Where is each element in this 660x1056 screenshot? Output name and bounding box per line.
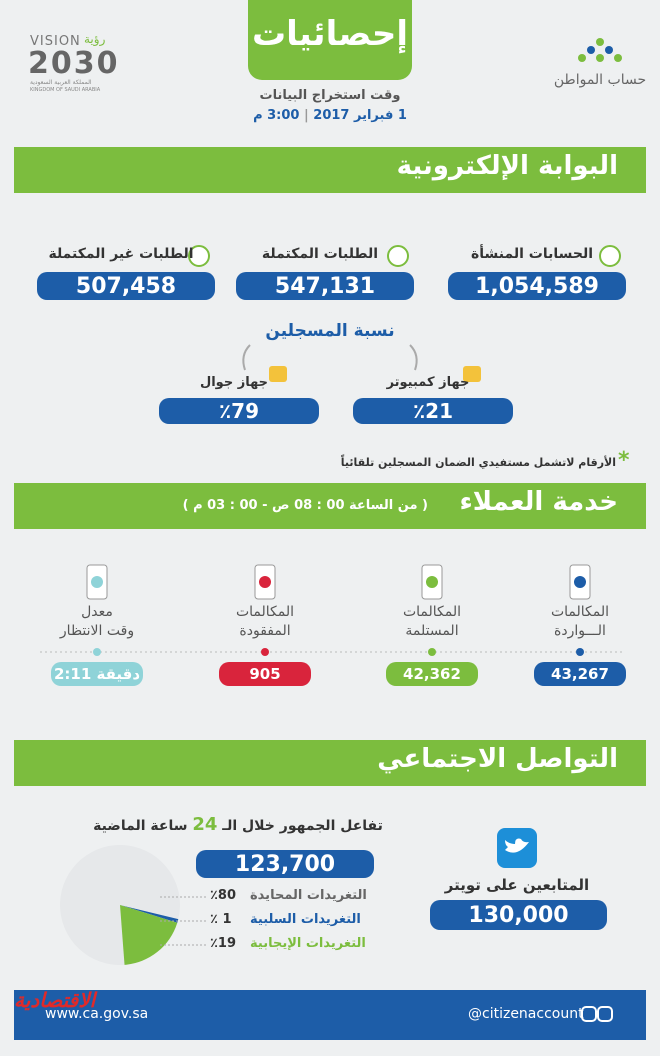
footer-website: www.ca.gov.sa — [45, 1006, 149, 1022]
publisher-logo: الاقتصادية — [14, 988, 96, 1012]
section-title: التواصل الاجتماعي — [377, 744, 618, 774]
legend-value: ٪ 1 — [210, 912, 232, 927]
pie-slice — [120, 905, 178, 965]
call-label: المستلمة — [405, 623, 459, 639]
stat-icon — [188, 245, 210, 267]
legend-label: التغريدات السلبية — [250, 912, 361, 927]
section-title: البوابة الإلكترونية — [396, 151, 618, 181]
stat-pill: 507,458 — [37, 272, 215, 300]
phone-dot — [426, 576, 438, 588]
timeline-dot — [93, 648, 101, 656]
stat-label: الطلبات غير المكتملة — [48, 246, 194, 262]
arrow — [409, 344, 418, 371]
device-icon — [463, 366, 481, 382]
legend-label: التغريدات المحايدة — [250, 888, 367, 903]
call-label: الـــواردة — [554, 623, 606, 639]
timeline-dot — [576, 648, 584, 656]
call-label: المكالمات — [402, 604, 462, 620]
note-mark: * — [618, 448, 630, 473]
service-hours: ( من الساعة 00 : 08 ص - 00 : 03 م ) — [182, 498, 428, 513]
phone-dot — [259, 576, 271, 588]
phone-dot — [574, 576, 586, 588]
call-pill: 905 — [219, 662, 311, 686]
page-title: إحصائيات — [251, 14, 408, 54]
vision-year: 2030 — [28, 46, 120, 81]
extraction-time: 1 فبراير 2017 | 3:00 م — [253, 108, 407, 123]
device-pill: ٪21 — [353, 398, 513, 424]
stat-pill: 547,131 — [236, 272, 414, 300]
social-icon — [597, 1006, 613, 1022]
call-pill: 43,267 — [534, 662, 626, 686]
text-part: 3:00 م — [253, 108, 300, 123]
text-part: 24 — [192, 814, 218, 835]
call-label: المكالمات — [235, 604, 295, 620]
section-banner: التواصل الاجتماعي — [14, 740, 646, 786]
portal-note: الأرقام لاتشمل مستفيدي الضمان المسجلين ت… — [340, 456, 616, 469]
kingdom-ar: المملكة العربية السعودية — [30, 79, 92, 86]
call-pill: 2:11 دقيقة — [51, 662, 143, 686]
device-label: جهاز جوال — [199, 375, 269, 390]
interactions-pill: 123,700 — [196, 850, 374, 878]
arrow — [242, 344, 251, 371]
timeline-dot — [428, 648, 436, 656]
phone-dot — [91, 576, 103, 588]
stat-label: الطلبات المكتملة — [261, 246, 379, 262]
device-pill: ٪79 — [159, 398, 319, 424]
section-title: خدمة العملاء — [459, 487, 619, 517]
pie-slice — [120, 905, 179, 923]
interaction-title: تفاعل الجمهور خلال الـ 24 ساعة الماضية — [88, 814, 388, 835]
social-icon — [581, 1006, 597, 1022]
call-label: معدل — [81, 604, 113, 620]
text-part: ساعة الماضية — [93, 818, 188, 834]
text-part: 1 فبراير 2017 — [313, 108, 407, 123]
stat-icon — [599, 245, 621, 267]
followers-pill: 130,000 — [430, 900, 607, 930]
registration-title: نسبة المسجلين — [265, 321, 395, 341]
stat-pill: 1,054,589 — [448, 272, 626, 300]
title-tab-top — [248, 0, 412, 20]
vision-ar: رؤية — [84, 32, 106, 46]
footer-band — [14, 990, 646, 1040]
call-label: وقت الانتظار — [59, 623, 135, 639]
call-pill: 42,362 — [386, 662, 478, 686]
brand-icon — [578, 38, 622, 62]
extraction-label: وقت استخراج البيانات — [259, 88, 401, 103]
legend-label: التغريدات الإيجابية — [250, 936, 366, 951]
legend-value: ٪19 — [210, 936, 237, 951]
device-label: جهاز كمبيوتر — [386, 375, 470, 390]
vision-word: VISION — [30, 34, 81, 49]
legend-value: ٪80 — [210, 888, 237, 903]
device-icon — [269, 366, 287, 382]
brand-name: حساب المواطن — [553, 72, 647, 88]
stat-icon — [387, 245, 409, 267]
twitter-bird — [505, 838, 529, 853]
call-label: المكالمات — [550, 604, 610, 620]
section-banner: خدمة العملاء — [14, 483, 646, 529]
footer-handle: @citizenaccount — [468, 1006, 584, 1022]
followers-label: المتابعين على تويتر — [444, 876, 590, 894]
timeline-dot — [261, 648, 269, 656]
section-banner: البوابة الإلكترونية — [14, 147, 646, 193]
text-part: تفاعل الجمهور خلال الـ — [222, 818, 383, 834]
kingdom-en: KINGDOM OF SAUDI ARABIA — [30, 87, 101, 93]
call-label: المفقودة — [239, 623, 291, 639]
stat-label: الحسابات المنشأة — [470, 246, 594, 262]
